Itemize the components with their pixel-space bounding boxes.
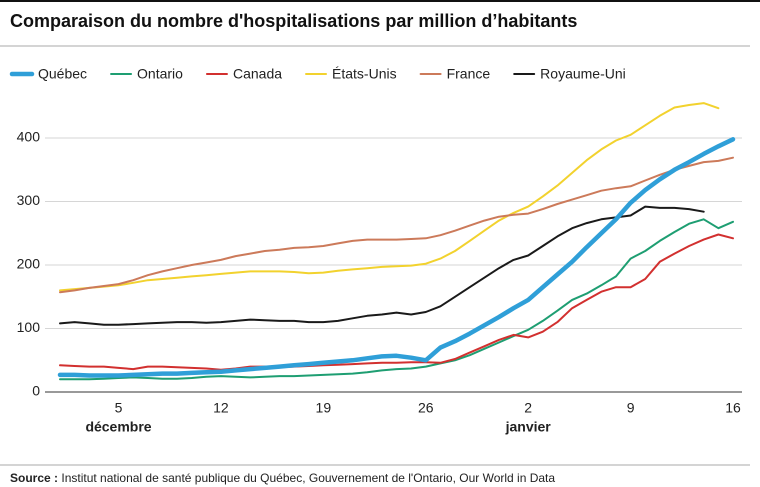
source-label: Source :	[10, 471, 58, 485]
source-text: Institut national de santé publique du Q…	[61, 471, 555, 485]
x-tick-label: 19	[316, 400, 332, 416]
y-tick-label: 300	[17, 192, 41, 208]
x-tick-label: 16	[725, 400, 741, 416]
x-tick-label: 9	[627, 400, 635, 416]
y-tick-label: 0	[32, 383, 40, 399]
series-line	[59, 102, 720, 292]
legend-label: France	[447, 66, 491, 82]
legend-label: Royaume-Uni	[540, 66, 626, 82]
x-tick-label: 5	[115, 400, 123, 416]
legend-label: Ontario	[137, 66, 183, 82]
series-line	[59, 233, 734, 371]
legend-label: États-Unis	[332, 66, 397, 82]
chart-title: Comparaison du nombre d'hospitalisations…	[10, 11, 577, 31]
y-tick-label: 200	[17, 256, 41, 272]
month-label: janvier	[505, 419, 552, 435]
x-tick-label: 26	[418, 400, 434, 416]
x-tick-label: 2	[524, 400, 532, 416]
legend-label: Canada	[233, 66, 282, 82]
month-label: décembre	[85, 419, 151, 435]
source: Source : Institut national de santé publ…	[10, 471, 555, 485]
x-tick-label: 12	[213, 400, 229, 416]
series-line	[59, 218, 734, 381]
series-line	[59, 156, 734, 294]
series-line	[57, 137, 736, 378]
series-line	[59, 205, 705, 326]
y-tick-label: 400	[17, 129, 41, 145]
y-tick-label: 100	[17, 319, 41, 335]
legend-label: Québec	[38, 66, 87, 82]
